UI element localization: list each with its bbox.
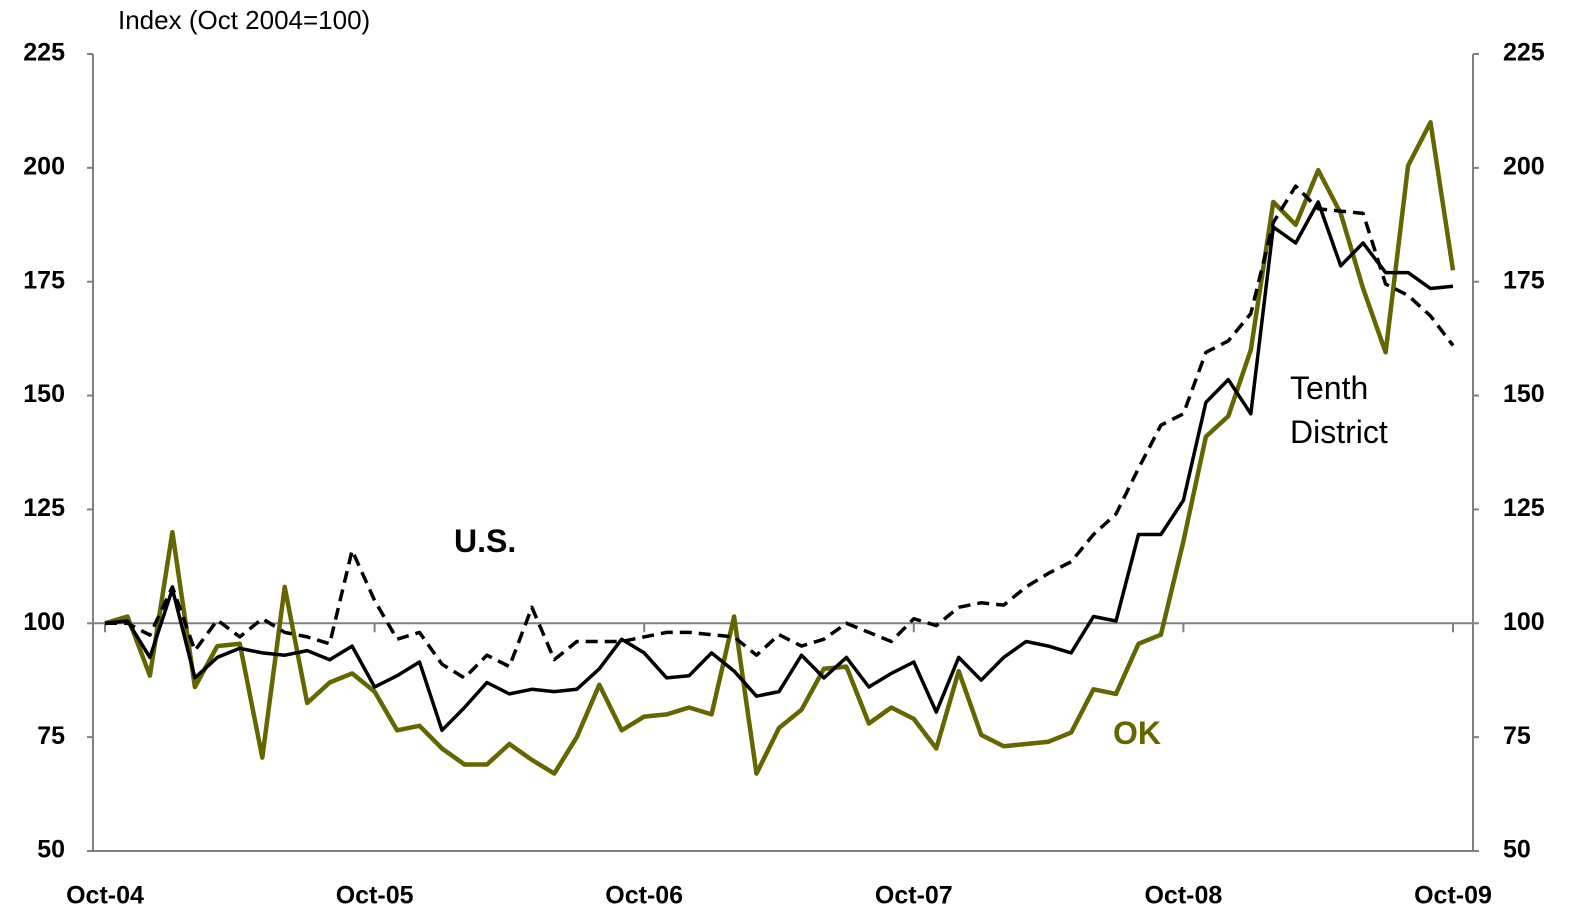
y2-tick-label: 200: [1503, 152, 1545, 180]
x-tick-label: Oct-08: [1144, 882, 1222, 910]
x-tick-label: Oct-07: [875, 882, 953, 910]
x-tick-label: Oct-09: [1414, 882, 1492, 910]
y-tick-label: 175: [23, 266, 65, 294]
y2-tick-label: 125: [1503, 494, 1545, 522]
y2-tick-label: 175: [1503, 266, 1545, 294]
axis-label: Index (Oct 2004=100): [118, 5, 370, 35]
y2-tick-label: 150: [1503, 380, 1545, 408]
series-label: Tenth District: [1290, 370, 1388, 450]
y-tick-label: 100: [23, 608, 65, 636]
y-tick-label: 75: [37, 722, 65, 750]
x-tick-label: Oct-05: [336, 882, 414, 910]
y-tick-label: 50: [37, 836, 65, 864]
x-tick-label: Oct-06: [605, 882, 683, 910]
y-tick-label: 125: [23, 494, 65, 522]
series-label: OK: [1113, 715, 1161, 751]
y2-tick-label: 50: [1503, 836, 1531, 864]
series-line: [104, 120, 1456, 776]
y-tick-label: 200: [23, 152, 65, 180]
y2-tick-label: 225: [1503, 39, 1545, 67]
y-tick-label: 150: [23, 380, 65, 408]
y2-tick-label: 75: [1503, 722, 1531, 750]
x-tick-label: Oct-04: [66, 882, 144, 910]
series-label: U.S.: [454, 523, 517, 559]
series-line: [105, 184, 1455, 680]
y2-tick-label: 100: [1503, 608, 1545, 636]
y-tick-label: 225: [23, 39, 65, 67]
series-line: [104, 200, 1454, 733]
